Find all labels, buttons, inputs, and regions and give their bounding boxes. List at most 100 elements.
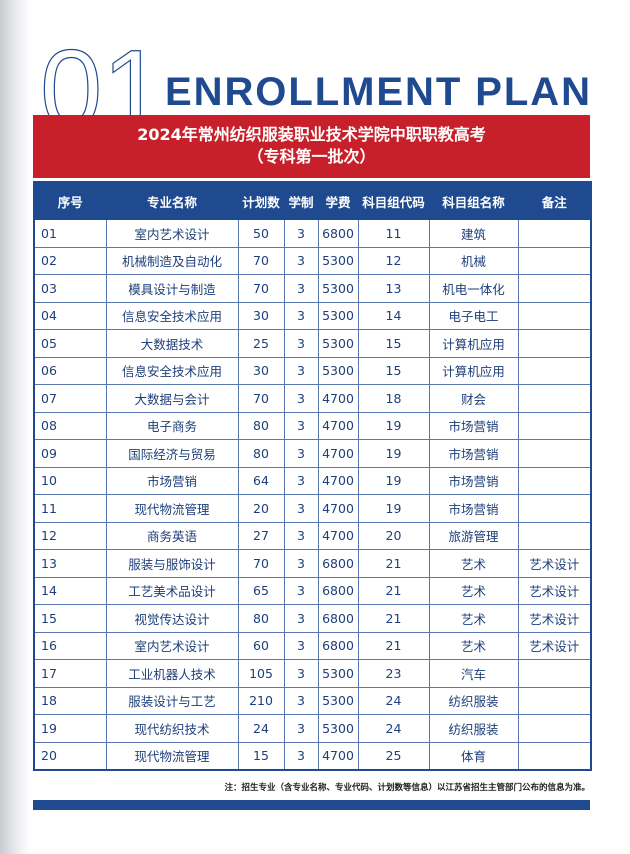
table-cell: 5300 [317,274,359,303]
table-cell: 服装设计与工艺 [105,686,239,715]
footnote: 注：招生专业（含专业名称、专业代码、计划数等信息）以江苏省招生主管部门公布的信息… [224,783,590,793]
table-cell: 市场营销 [105,466,239,495]
table-cell: 80 [237,604,285,633]
table-cell [517,466,592,495]
table-cell: 80 [237,411,285,440]
table-cell: 艺术设计 [517,631,592,660]
table-cell: 市场营销 [428,411,519,440]
table-cell: 4700 [317,384,359,413]
table-cell: 电子商务 [105,411,239,440]
table-row: 19 现代纺织技术 24 3 5300 24 纺织服装 [33,714,592,743]
column-header: 序号 [33,181,107,220]
table-cell: 3 [283,494,319,523]
table-cell: 3 [283,301,319,330]
column-header: 科目组名称 [428,181,519,220]
table-cell: 105 [237,659,285,688]
table-cell: 21 [357,604,430,633]
column-header: 学费 [317,181,359,220]
table-cell: 市场营销 [428,439,519,468]
table-cell: 3 [283,384,319,413]
table-row: 17 工业机器人技术 105 3 5300 23 汽车 [33,659,592,688]
table-row: 15 视觉传达设计 80 3 6800 21 艺术 艺术设计 [33,604,592,633]
table-cell: 19 [33,714,107,743]
table-cell: 服装与服饰设计 [105,549,239,578]
table-cell: 汽车 [428,659,519,688]
table-cell: 70 [237,384,285,413]
table-cell: 4700 [317,411,359,440]
banner-line: 2024年常州纺织服装职业技术学院中职职教高考 [137,125,486,144]
table-cell: 70 [237,246,285,275]
column-header: 计划数 [237,181,285,220]
table-cell: 09 [33,439,107,468]
table-cell: 21 [357,576,430,605]
table-cell: 3 [283,246,319,275]
table-cell: 5300 [317,356,359,385]
table-row: 05 大数据技术 25 3 5300 15 计算机应用 [33,329,592,358]
table-cell: 21 [357,631,430,660]
table-row: 01 室内艺术设计 50 3 6800 11 建筑 [33,219,592,248]
table-cell: 27 [237,521,285,550]
table-cell: 机械制造及自动化 [105,246,239,275]
table-row: 13 服装与服饰设计 70 3 6800 21 艺术 艺术设计 [33,549,592,578]
table-cell: 电子电工 [428,301,519,330]
table-cell: 6800 [317,631,359,660]
section-number: 01 [40,27,165,115]
table-cell: 30 [237,301,285,330]
header-row: 序号 专业名称 计划数 学制 学费 科目组代码 科目组名称 备注 [33,181,592,220]
table-cell: 05 [33,329,107,358]
banner: 2024年常州纺织服装职业技术学院中职职教高考 （专科第一批次） [33,115,590,178]
table-cell: 5300 [317,659,359,688]
table-cell: 03 [33,274,107,303]
table-cell: 机械 [428,246,519,275]
table-cell: 艺术设计 [517,604,592,633]
table-body: 01 室内艺术设计 50 3 6800 11 建筑 02 机械制造及自动化 70 3 5300 12 机械… [33,219,592,771]
table-cell: 80 [237,439,285,468]
table-cell: 视觉传达设计 [105,604,239,633]
table-cell: 21 [357,549,430,578]
table-row: 18 服装设计与工艺 210 3 5300 24 纺织服装 [33,686,592,715]
table-cell: 大数据技术 [105,329,239,358]
table-cell: 艺术设计 [517,549,592,578]
table-cell: 01 [33,219,107,248]
table-cell: 6800 [317,604,359,633]
table-cell: 14 [357,301,430,330]
table-cell: 4700 [317,521,359,550]
column-header: 学制 [283,181,319,220]
table-cell: 3 [283,604,319,633]
table-cell [517,521,592,550]
table-cell: 70 [237,274,285,303]
table-cell: 4700 [317,741,359,771]
table-cell: 13 [357,274,430,303]
table-row: 02 机械制造及自动化 70 3 5300 12 机械 [33,246,592,275]
table-cell: 工业机器人技术 [105,659,239,688]
table-cell [517,659,592,688]
table-row: 20 现代物流管理 15 3 4700 25 体育 [33,741,592,771]
table-row: 06 信息安全技术应用 30 3 5300 15 计算机应用 [33,356,592,385]
table-cell: 20 [33,741,107,771]
table-cell [517,301,592,330]
table-cell: 3 [283,659,319,688]
table-cell: 210 [237,686,285,715]
table-row: 16 室内艺术设计 60 3 6800 21 艺术 艺术设计 [33,631,592,660]
table-cell: 3 [283,411,319,440]
table-cell: 体育 [428,741,519,771]
table-cell: 艺术 [428,604,519,633]
table-cell: 11 [357,219,430,248]
table-cell [517,329,592,358]
table-cell: 3 [283,274,319,303]
table-row: 12 商务英语 27 3 4700 20 旅游管理 [33,521,592,550]
table-cell: 13 [33,549,107,578]
table-cell [517,246,592,275]
footer-bar [33,800,590,810]
table-cell: 信息安全技术应用 [105,356,239,385]
table-cell: 4700 [317,466,359,495]
table-cell: 15 [33,604,107,633]
table-cell: 11 [33,494,107,523]
table-cell: 信息安全技术应用 [105,301,239,330]
table-cell: 15 [357,329,430,358]
table-cell: 04 [33,301,107,330]
table-cell: 艺术 [428,631,519,660]
table-cell: 18 [357,384,430,413]
header: 01 ENROLLMENT PLAN [39,26,590,115]
